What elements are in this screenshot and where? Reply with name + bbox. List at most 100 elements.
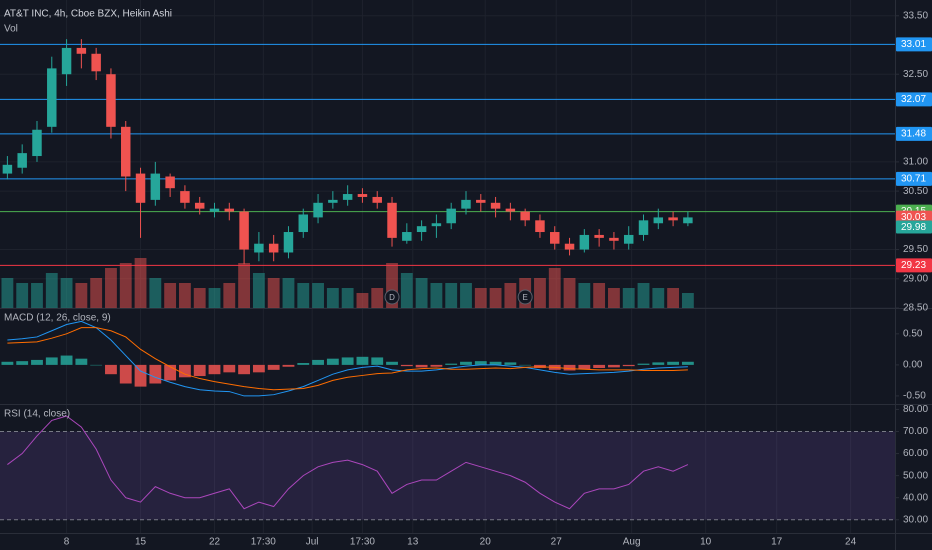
histogram-bar xyxy=(622,364,635,367)
volume-bar xyxy=(164,283,177,308)
candle-body xyxy=(32,129,42,157)
candle-body xyxy=(121,126,131,177)
level-label: 29.23 xyxy=(901,260,926,271)
volume-bar xyxy=(548,268,561,308)
histogram-bar xyxy=(474,361,487,365)
candle-body xyxy=(76,47,87,54)
candle-body xyxy=(638,220,649,235)
histogram-bar xyxy=(356,356,369,365)
histogram-bar xyxy=(119,364,132,384)
price-label: 29.98 xyxy=(901,222,926,233)
x-tick-label: 17:30 xyxy=(251,537,276,548)
y-tick-label: -0.50 xyxy=(903,391,926,402)
candle-body xyxy=(372,196,382,203)
candle-body xyxy=(535,220,545,233)
volume-bar xyxy=(593,283,606,308)
y-tick-label: 29.50 xyxy=(903,244,928,255)
candle-body xyxy=(224,208,235,212)
y-tick-label: 30.50 xyxy=(903,186,928,197)
candle-body xyxy=(476,199,486,203)
event-label: E xyxy=(522,293,527,302)
histogram-bar xyxy=(652,362,665,365)
level-label-bg xyxy=(896,171,932,186)
candle-body xyxy=(564,243,575,250)
y-tick-label: 0.00 xyxy=(903,360,923,371)
volume-bar xyxy=(445,283,458,308)
price-label-bg xyxy=(896,210,932,224)
candle-body xyxy=(446,208,456,224)
volume-bar xyxy=(238,263,251,308)
histogram-bar xyxy=(667,361,680,365)
candle-body xyxy=(653,217,664,224)
histogram-bar xyxy=(164,364,177,381)
volume-bar xyxy=(400,273,413,308)
volume-bar xyxy=(563,278,576,308)
volume-bar xyxy=(267,278,280,308)
volume-bar xyxy=(489,288,502,308)
y-tick-label: 60.00 xyxy=(903,448,928,459)
level-label-bg xyxy=(896,92,932,107)
x-tick-label: 20 xyxy=(480,537,492,548)
x-tick-label: Aug xyxy=(623,537,641,548)
candle-body xyxy=(594,234,604,238)
histogram-bar xyxy=(297,363,310,365)
x-tick-label: 24 xyxy=(845,537,857,548)
histogram-bar xyxy=(105,364,117,375)
histogram-bar xyxy=(252,364,265,373)
level-label-bg xyxy=(896,258,932,273)
histogram-bar xyxy=(489,361,502,365)
histogram-bar xyxy=(608,364,620,368)
event-marker xyxy=(384,289,400,305)
level-label: 32.07 xyxy=(901,94,926,105)
histogram-bar xyxy=(223,364,236,373)
histogram-bar xyxy=(371,357,384,365)
candle-body xyxy=(623,234,634,244)
histogram-bar xyxy=(460,361,472,365)
candle-body xyxy=(239,211,249,250)
volume-bar xyxy=(297,283,310,308)
histogram-bar xyxy=(16,361,29,365)
volume-bar xyxy=(105,268,117,308)
candle-body xyxy=(106,74,116,127)
y-tick-label: 40.00 xyxy=(903,492,928,503)
macd-line xyxy=(7,320,688,397)
candle-body xyxy=(209,208,220,212)
volume-bar xyxy=(282,278,295,308)
histogram-bar xyxy=(149,364,162,384)
candle-body xyxy=(313,202,323,218)
macd-title: MACD (12, 26, close, 9) xyxy=(4,313,111,324)
histogram-bar xyxy=(593,364,606,368)
volume-bar xyxy=(252,273,265,308)
level-label: 33.01 xyxy=(901,39,926,50)
event-marker xyxy=(517,289,533,305)
volume-bar xyxy=(652,288,665,308)
volume-bar xyxy=(179,283,191,308)
histogram-bar xyxy=(193,364,206,377)
y-tick-label: 32.50 xyxy=(903,69,928,80)
histogram-bar xyxy=(504,362,517,365)
histogram-bar xyxy=(341,357,354,365)
histogram-bar xyxy=(45,357,58,365)
candle-body xyxy=(2,164,13,174)
price-label-bg xyxy=(896,220,932,234)
volume-bar xyxy=(504,283,517,308)
candle-body xyxy=(328,199,338,203)
histogram-bar xyxy=(179,364,191,378)
volume-bar xyxy=(637,283,650,308)
volume-bar xyxy=(208,288,221,308)
volume-bar xyxy=(193,288,206,308)
candle-body xyxy=(165,176,175,189)
volume-bar xyxy=(31,283,43,308)
volume-bar xyxy=(578,283,591,308)
volume-label: Vol xyxy=(4,24,18,35)
candle-body xyxy=(150,173,161,200)
rsi-line xyxy=(7,415,689,510)
histogram-bar xyxy=(60,355,73,365)
histogram-bar xyxy=(637,363,650,365)
histogram-bar xyxy=(267,364,280,370)
candle-body xyxy=(357,194,368,197)
histogram-bar xyxy=(386,361,398,365)
candle-body xyxy=(490,202,501,209)
